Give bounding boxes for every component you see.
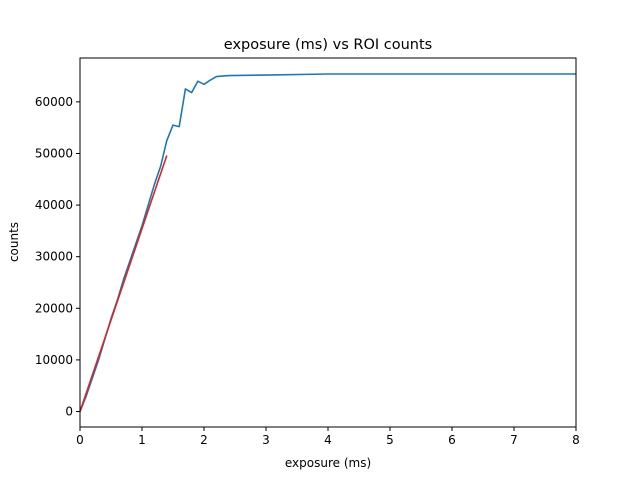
x-tick-label: 4: [324, 433, 332, 447]
chart-title: exposure (ms) vs ROI counts: [224, 37, 432, 53]
x-tick-label: 6: [448, 433, 456, 447]
y-tick-label: 60000: [35, 95, 73, 109]
plot-frame: [79, 57, 577, 428]
x-tick-label: 8: [572, 433, 580, 447]
x-axis-ticks: 0 1 2 3 4 5 6 7 8: [76, 427, 580, 447]
x-tick-label: 5: [386, 433, 394, 447]
y-tick-label: 0: [65, 405, 73, 419]
y-axis-label: counts: [7, 222, 21, 262]
series-line-2: [79, 155, 168, 412]
x-tick-label: 0: [76, 433, 84, 447]
y-axis-ticks: 0 10000 20000 30000 40000 50000 60000: [35, 95, 80, 419]
x-tick-label: 1: [138, 433, 146, 447]
x-axis-label: exposure (ms): [285, 456, 371, 470]
x-tick-label: 3: [262, 433, 270, 447]
y-tick-label: 40000: [35, 198, 73, 212]
series-line-1: [79, 73, 576, 412]
y-tick-label: 50000: [35, 146, 73, 160]
x-tick-label: 2: [200, 433, 208, 447]
plot-lines: [79, 73, 576, 412]
x-tick-label: 7: [510, 433, 518, 447]
y-tick-label: 30000: [35, 250, 73, 264]
y-tick-label: 20000: [35, 301, 73, 315]
y-tick-label: 10000: [35, 353, 73, 367]
